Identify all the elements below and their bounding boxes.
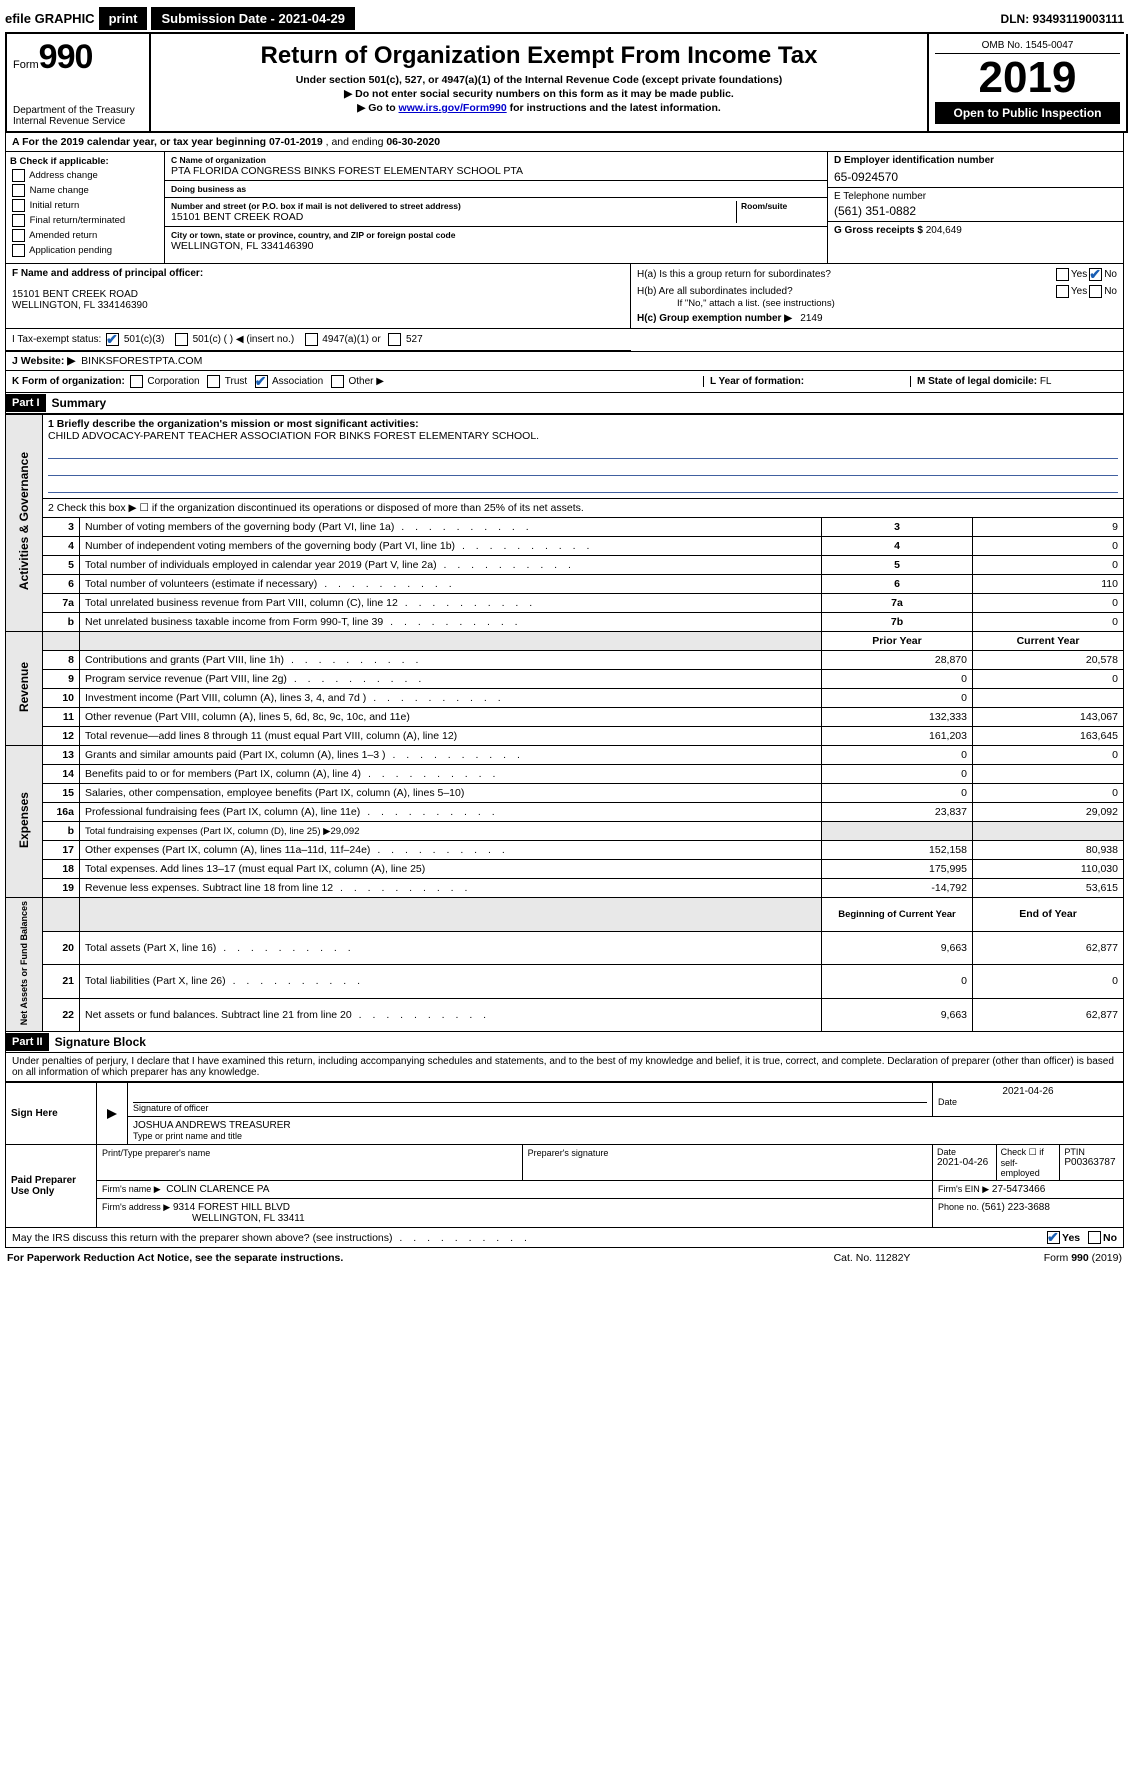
ha-no[interactable]	[1089, 268, 1102, 281]
box-k-l-m: K Form of organization: Corporation Trus…	[5, 371, 1124, 393]
org-name: PTA FLORIDA CONGRESS BINKS FOREST ELEMEN…	[171, 165, 821, 177]
ein: 65-0924570	[834, 170, 1117, 184]
hb-no[interactable]	[1089, 285, 1102, 298]
firm-name: COLIN CLARENCE PA	[166, 1184, 269, 1195]
part-i-table: Activities & Governance 1 Briefly descri…	[5, 414, 1124, 1032]
box-j: J Website: ▶ BINKSFORESTPTA.COM	[5, 352, 1124, 371]
officer-addr1: 15101 BENT CREEK ROAD	[12, 289, 624, 300]
part-i-header: Part I Summary	[5, 393, 1124, 414]
firm-addr1: 9314 FOREST HILL BLVD	[173, 1202, 290, 1213]
chk-name-change[interactable]: Name change	[10, 184, 160, 197]
val-3: 9	[973, 518, 1124, 537]
top-toolbar: efile GRAPHIC print Submission Date - 20…	[5, 5, 1124, 34]
chk-amended[interactable]: Amended return	[10, 229, 160, 242]
chk-application-pending[interactable]: Application pending	[10, 244, 160, 257]
discuss-row: May the IRS discuss this return with the…	[5, 1228, 1124, 1248]
gross-receipts: 204,649	[926, 225, 962, 236]
officer-name-title: JOSHUA ANDREWS TREASURER	[133, 1120, 1118, 1131]
part-ii-header: Part II Signature Block	[5, 1032, 1124, 1053]
identity-block: B Check if applicable: Address change Na…	[5, 152, 1124, 264]
sig-date: 2021-04-26	[938, 1086, 1118, 1097]
city-state-zip: WELLINGTON, FL 334146390	[171, 240, 821, 252]
row-a-tax-year: A For the 2019 calendar year, or tax yea…	[5, 133, 1124, 152]
val-6: 110	[973, 575, 1124, 594]
form-header: Form990 Department of the Treasury Inter…	[5, 34, 1128, 133]
sign-here-label: Sign Here	[6, 1083, 97, 1145]
arrow-icon	[107, 1109, 117, 1119]
hb-yes[interactable]	[1056, 285, 1069, 298]
chk-assoc[interactable]	[255, 375, 268, 388]
form-title: Return of Organization Exempt From Incom…	[157, 42, 921, 70]
open-to-public: Open to Public Inspection	[935, 102, 1120, 124]
box-d-e-g: D Employer identification number 65-0924…	[827, 152, 1123, 263]
chk-corp[interactable]	[130, 375, 143, 388]
officer-addr2: WELLINGTON, FL 334146390	[12, 300, 624, 311]
group-exemption: 2149	[800, 313, 822, 324]
chk-initial-return[interactable]: Initial return	[10, 199, 160, 212]
side-governance: Activities & Governance	[17, 452, 31, 590]
paid-preparer-label: Paid Preparer Use Only	[6, 1145, 97, 1228]
ptin: P00363787	[1064, 1157, 1119, 1168]
submission-date-button[interactable]: Submission Date - 2021-04-29	[151, 7, 355, 30]
subtitle-1: Under section 501(c), 527, or 4947(a)(1)…	[157, 74, 921, 86]
box-b: B Check if applicable: Address change Na…	[6, 152, 165, 263]
subtitle-2: ▶ Do not enter social security numbers o…	[157, 88, 921, 100]
chk-trust[interactable]	[207, 375, 220, 388]
signature-declaration: Under penalties of perjury, I declare th…	[5, 1053, 1124, 1082]
page-footer: For Paperwork Reduction Act Notice, see …	[5, 1248, 1124, 1268]
box-i: I Tax-exempt status: 501(c)(3) 501(c) ( …	[5, 329, 1124, 352]
mission-text: CHILD ADVOCACY-PARENT TEACHER ASSOCIATIO…	[48, 430, 539, 442]
print-button[interactable]: print	[99, 7, 148, 30]
tax-year: 2019	[935, 54, 1120, 102]
street-address: 15101 BENT CREEK ROAD	[171, 211, 736, 223]
omb-number: OMB No. 1545-0047	[935, 38, 1120, 54]
val-7a: 0	[973, 594, 1124, 613]
chk-4947[interactable]	[305, 333, 318, 346]
chk-final-return[interactable]: Final return/terminated	[10, 214, 160, 227]
box-c: C Name of organization PTA FLORIDA CONGR…	[165, 152, 827, 263]
chk-501c3[interactable]	[106, 333, 119, 346]
chk-other[interactable]	[331, 375, 344, 388]
h-c: H(c) Group exemption number ▶ 2149	[637, 313, 1117, 324]
h-b: H(b) Are all subordinates included? Yes …	[637, 285, 1117, 298]
box-f-h: F Name and address of principal officer:…	[5, 264, 1124, 329]
dln-label: DLN: 93493119003111	[1001, 12, 1124, 26]
side-revenue: Revenue	[17, 662, 31, 712]
firm-ein: 27-5473466	[992, 1184, 1045, 1195]
form-number: Form990	[13, 38, 143, 77]
firm-addr2: WELLINGTON, FL 33411	[192, 1213, 305, 1224]
efile-label: efile GRAPHIC	[5, 11, 95, 26]
chk-address-change[interactable]: Address change	[10, 169, 160, 182]
chk-501c[interactable]	[175, 333, 188, 346]
val-5: 0	[973, 556, 1124, 575]
telephone: (561) 351-0882	[834, 204, 1117, 218]
cat-no: Cat. No. 11282Y	[772, 1252, 972, 1264]
discuss-no[interactable]	[1088, 1231, 1101, 1244]
discuss-yes[interactable]	[1047, 1231, 1060, 1244]
department-label: Department of the Treasury Internal Reve…	[13, 105, 143, 127]
val-4: 0	[973, 537, 1124, 556]
h-a: H(a) Is this a group return for subordin…	[637, 268, 1117, 281]
firm-phone: (561) 223-3688	[982, 1202, 1050, 1213]
ha-yes[interactable]	[1056, 268, 1069, 281]
state-domicile: FL	[1040, 376, 1052, 387]
side-net-assets: Net Assets or Fund Balances	[19, 901, 29, 1025]
chk-527[interactable]	[388, 333, 401, 346]
subtitle-3: ▶ Go to www.irs.gov/Form990 for instruct…	[157, 102, 921, 114]
side-expenses: Expenses	[17, 792, 31, 848]
irs-link[interactable]: www.irs.gov/Form990	[399, 102, 507, 114]
signature-table: Sign Here Signature of officer 2021-04-2…	[5, 1082, 1124, 1228]
website: BINKSFORESTPTA.COM	[81, 355, 202, 367]
val-7b: 0	[973, 613, 1124, 632]
